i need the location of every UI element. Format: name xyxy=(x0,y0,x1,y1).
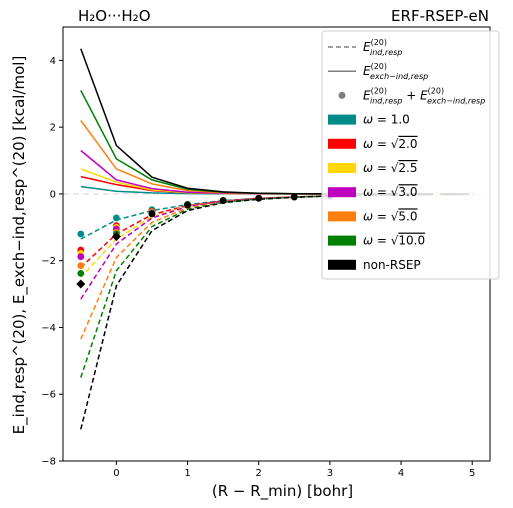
legend-label-5: ω = √2.5 xyxy=(363,161,417,175)
legend-label-9: non-RSEP xyxy=(363,258,421,272)
legend-sqrt-value-7: 5.0 xyxy=(398,209,417,223)
sum-marker-0-0 xyxy=(77,230,85,238)
legend-plus-2: + xyxy=(402,88,420,102)
legend-sqrt-sign-8: √ xyxy=(391,234,399,248)
y-tick-label-3: −2 xyxy=(41,256,56,267)
legend-sqrt-sign-4: √ xyxy=(391,137,399,151)
y-tick-label-0: −8 xyxy=(41,457,56,468)
chart-title-left: H₂O···H₂O xyxy=(78,7,151,25)
x-tick-label-0: 0 xyxy=(113,468,119,479)
sum-marker-0-1 xyxy=(112,214,120,222)
x-tick-label-3: 3 xyxy=(327,468,333,479)
x-axis-label: (R − R_min) [bohr] xyxy=(212,482,353,501)
legend-e-2: E xyxy=(363,88,371,102)
sum-marker-4-0 xyxy=(77,262,85,270)
legend-sqrt-sign-5: √ xyxy=(391,161,399,175)
legend-label-6: ω = √3.0 xyxy=(363,185,417,199)
x-tick-label-4: 4 xyxy=(398,468,404,479)
y-axis-label: E_ind,resp^(20), E_exch−ind,resp^(20) [k… xyxy=(10,56,29,435)
legend-handle-4 xyxy=(328,138,356,149)
legend-handle-7 xyxy=(328,211,356,222)
legend-handle-6 xyxy=(328,187,356,198)
sum-marker-6-4 xyxy=(219,197,227,205)
legend-sqrt-value-8: 10.0 xyxy=(398,234,425,248)
sum-marker-6-6 xyxy=(290,193,298,201)
legend-sqrt-value-4: 2.0 xyxy=(398,137,417,151)
sum-marker-3-0 xyxy=(77,253,85,261)
legend-omega-3: ω = xyxy=(363,113,391,127)
legend-omega-6: ω = xyxy=(363,185,391,199)
legend-handle-8 xyxy=(328,235,356,246)
y-tick-label-4: 0 xyxy=(50,189,56,200)
legend-e-1: E xyxy=(363,64,371,78)
legend-omega-8: ω = xyxy=(363,234,391,248)
legend-text-9: non-RSEP xyxy=(363,258,421,272)
sum-marker-6-1 xyxy=(111,232,121,242)
legend-sub-1: exch−ind,resp xyxy=(370,72,428,81)
x-tick-label-5: 5 xyxy=(469,468,475,479)
legend-value-3: 1.0 xyxy=(391,113,410,127)
legend-label-4: ω = √2.0 xyxy=(363,137,417,151)
legend-label-2: E(20) ind,resp + E(20) exch−ind,resp xyxy=(363,86,485,105)
legend-sup2-2: (20) xyxy=(428,86,444,95)
y-tick-label-5: 2 xyxy=(50,123,56,134)
sum-marker-5-0 xyxy=(77,269,85,277)
legend-sqrt-value-5: 2.5 xyxy=(398,161,417,175)
legend-omega-5: ω = xyxy=(363,161,391,175)
legend-box xyxy=(321,30,500,280)
sum-marker-6-0 xyxy=(76,279,86,289)
legend-sup-1: (20) xyxy=(371,62,387,71)
legend-label-3: ω = 1.0 xyxy=(363,113,410,127)
legend-e2-2: E xyxy=(420,88,428,102)
legend-sup-0: (20) xyxy=(371,38,387,47)
legend-handle-9 xyxy=(328,259,356,270)
legend-handle-2 xyxy=(338,91,346,99)
sum-marker-6-3 xyxy=(184,201,191,209)
y-tick-label-2: −4 xyxy=(41,323,56,334)
legend-label-7: ω = √5.0 xyxy=(363,209,417,223)
x-tick-label-1: 1 xyxy=(184,468,190,479)
legend-sqrt-sign-7: √ xyxy=(391,209,399,223)
legend-sub2-2: exch−ind,resp xyxy=(427,96,485,105)
legend-omega-7: ω = xyxy=(363,209,391,223)
legend-label-1: E(20) exch−ind,resp xyxy=(363,62,428,81)
y-tick-label-6: 4 xyxy=(50,56,56,67)
legend-sub-0: ind,resp xyxy=(370,48,402,57)
legend-sub-2: ind,resp xyxy=(370,96,402,105)
legend-label-8: ω = √10.0 xyxy=(363,234,425,248)
sum-marker-6-5 xyxy=(255,194,263,202)
legend-handle-3 xyxy=(328,114,356,125)
chart-title-right: ERF-RSEP-eN xyxy=(391,7,489,25)
x-tick-label-2: 2 xyxy=(256,468,262,479)
legend-label-0: E(20) ind,resp xyxy=(363,38,402,57)
legend-handle-5 xyxy=(328,163,356,173)
legend-e-0: E xyxy=(363,40,371,54)
sum-marker-6-2 xyxy=(148,210,156,218)
axes: 0 1 2 3 4 5 −8 −6 −4 −2 0 2 4 xyxy=(41,26,491,479)
y-tick-label-1: −6 xyxy=(41,390,56,401)
legend-sqrt-value-6: 3.0 xyxy=(398,185,417,199)
legend-omega-4: ω = xyxy=(363,137,391,151)
legend-sup-2: (20) xyxy=(371,86,387,95)
legend-sqrt-sign-6: √ xyxy=(391,185,399,199)
